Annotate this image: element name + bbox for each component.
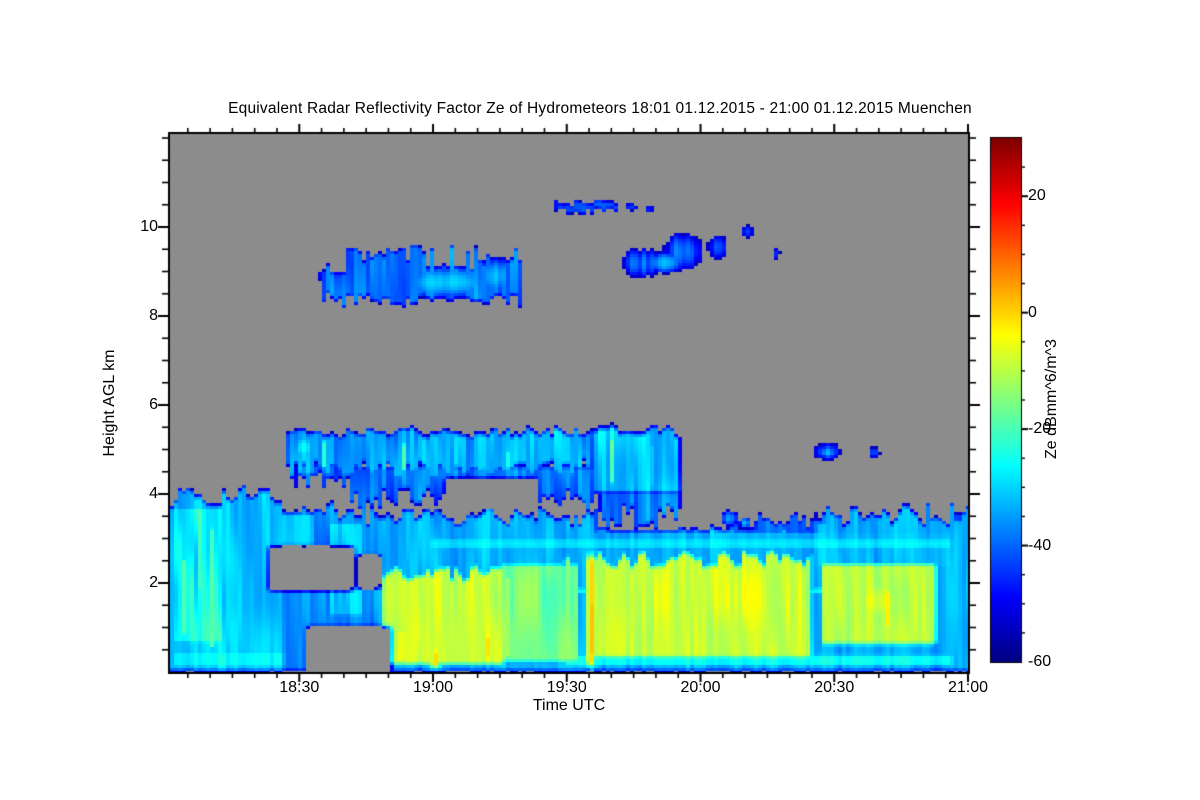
colorbar-tick-label: -40	[1028, 536, 1052, 554]
colorbar-label: Ze dBmm^6/m^3	[1043, 339, 1060, 459]
x-tick-label: 20:00	[680, 679, 721, 696]
y-tick-label: 2	[149, 574, 158, 591]
x-tick-label: 21:00	[947, 679, 989, 696]
colorbar-tick-label: 20	[1028, 187, 1046, 205]
chart-title: Equivalent Radar Reflectivity Factor Ze …	[228, 100, 972, 117]
colorbar-tick-label: -60	[1028, 653, 1052, 670]
y-tick-label: 4	[149, 485, 158, 502]
x-tick-label: 18:30	[279, 679, 320, 696]
colorbar-tick-label: 0	[1028, 303, 1037, 321]
x-axis-label: Time UTC	[532, 697, 606, 714]
y-tick-label: 6	[149, 396, 158, 413]
y-tick-label: 10	[140, 218, 158, 235]
x-tick-label: 19:30	[546, 679, 587, 696]
x-tick-label: 20:30	[814, 679, 855, 696]
x-tick-label: 19:00	[412, 679, 454, 696]
colorbar-tick-label: -20	[1028, 420, 1052, 438]
y-tick-label: 8	[149, 307, 158, 324]
